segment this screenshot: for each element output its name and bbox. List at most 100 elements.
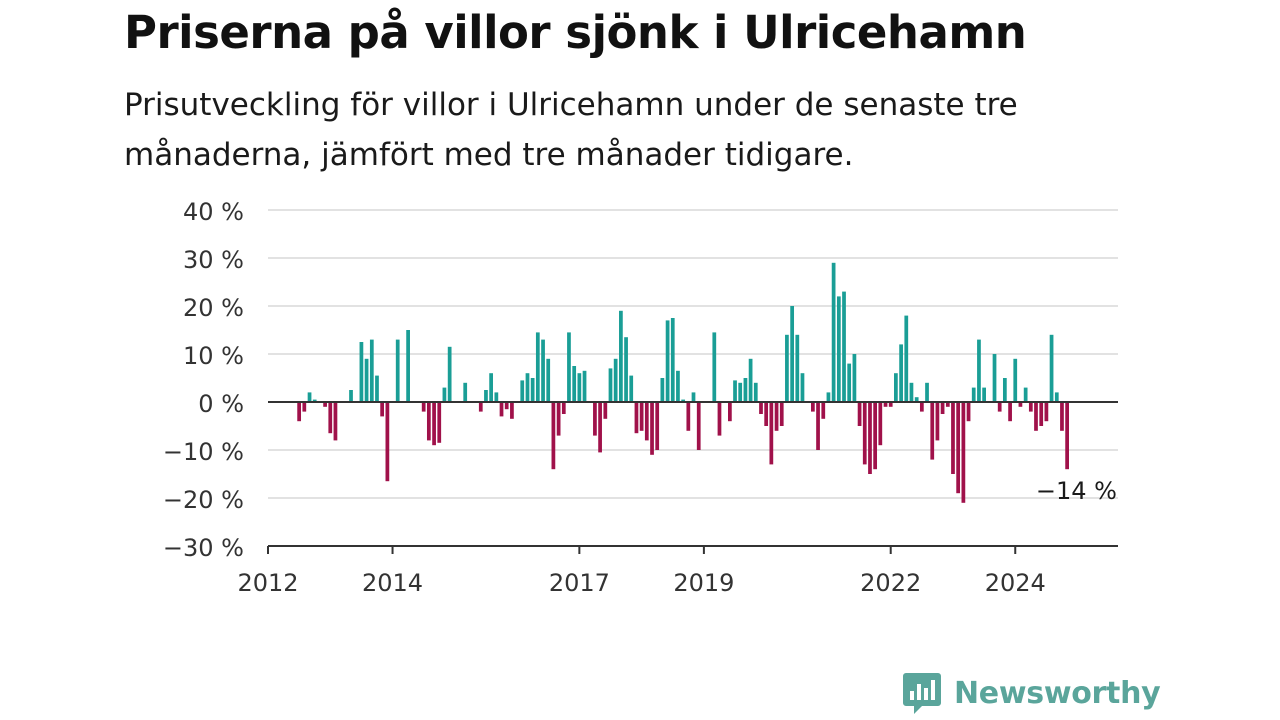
bar [894, 373, 898, 402]
bar [437, 402, 442, 443]
x-tick-label: 2024 [985, 569, 1046, 597]
bar [494, 392, 499, 402]
y-tick-label: 0 % [198, 390, 244, 418]
bar [561, 402, 566, 414]
bar [977, 339, 981, 402]
bar [463, 382, 468, 402]
y-tick-label: 10 % [183, 342, 244, 370]
bar [686, 402, 691, 431]
brand-name: Newsworthy [954, 675, 1161, 711]
bar [951, 402, 955, 474]
bar [878, 402, 883, 446]
bar [385, 402, 390, 482]
bar [395, 339, 400, 402]
bar [883, 402, 888, 407]
bar [541, 339, 545, 402]
bar [1044, 402, 1049, 422]
bar [852, 354, 857, 402]
chart-title: Priserna på villor sjönk i Ulricehamn [124, 6, 1027, 59]
bar [961, 402, 966, 503]
bar [551, 402, 556, 470]
bar [676, 370, 680, 402]
bar [816, 402, 820, 450]
bar [432, 402, 436, 446]
x-tick-label: 2017 [549, 569, 610, 597]
bar [520, 380, 525, 402]
bar [312, 399, 317, 402]
bar [1002, 378, 1007, 402]
bar [478, 402, 483, 412]
bar [1039, 402, 1044, 426]
bar [769, 402, 774, 465]
bar [831, 262, 836, 402]
bars [297, 262, 1069, 503]
bar [728, 402, 732, 422]
bar [888, 402, 893, 407]
bar [535, 332, 540, 402]
y-tick-label: −10 % [163, 438, 244, 466]
bar [359, 342, 364, 402]
bar [847, 363, 852, 402]
bar [696, 402, 701, 450]
bar [811, 402, 815, 412]
bar [919, 402, 924, 412]
bar [826, 392, 831, 402]
bar [1065, 402, 1069, 470]
bar [738, 382, 743, 402]
bar [307, 392, 312, 402]
bar [945, 402, 950, 407]
bar [619, 310, 623, 402]
bar [634, 402, 639, 434]
bar [510, 402, 514, 419]
bar [364, 358, 369, 402]
bar [925, 382, 929, 402]
bar [567, 332, 571, 402]
bar [1023, 387, 1028, 402]
bar [800, 373, 805, 402]
x-tick-label: 2019 [673, 569, 734, 597]
bar [956, 402, 961, 494]
bar [836, 296, 841, 402]
bar [556, 402, 561, 436]
bar [426, 402, 431, 441]
y-tick-label: 20 % [183, 294, 244, 322]
bar [785, 334, 789, 402]
x-tick-label: 2014 [362, 569, 423, 597]
bar [779, 402, 784, 426]
bar [971, 387, 976, 402]
bar [790, 306, 795, 402]
bar [1013, 358, 1018, 402]
x-tick-label: 2022 [860, 569, 921, 597]
last-value-label: −14 % [1036, 477, 1117, 505]
bar [530, 378, 535, 402]
bar [447, 346, 452, 402]
bar [982, 387, 986, 402]
bar [717, 402, 722, 436]
bar [489, 373, 493, 402]
bar [442, 387, 447, 402]
bar [655, 402, 660, 450]
bar [1049, 334, 1054, 402]
bar [484, 390, 488, 402]
bar [328, 402, 333, 434]
bar [914, 397, 919, 402]
bar [1054, 392, 1059, 402]
bar [868, 402, 872, 474]
bar [743, 378, 748, 402]
bar [577, 373, 582, 402]
labels: −30 % −20 % −10 % 0 % 10 % 20 % 30 % 40 % 2012 20… [163, 198, 1117, 597]
bar [613, 358, 618, 402]
bar [598, 402, 602, 453]
bar [572, 366, 577, 402]
bar [997, 402, 1002, 412]
bar [992, 354, 997, 402]
bar [624, 337, 628, 402]
bar [691, 392, 696, 402]
bar [1018, 402, 1023, 407]
bar [639, 402, 644, 431]
bar [375, 375, 379, 402]
bar [712, 332, 717, 402]
bar [1034, 402, 1038, 431]
bar [333, 402, 338, 441]
